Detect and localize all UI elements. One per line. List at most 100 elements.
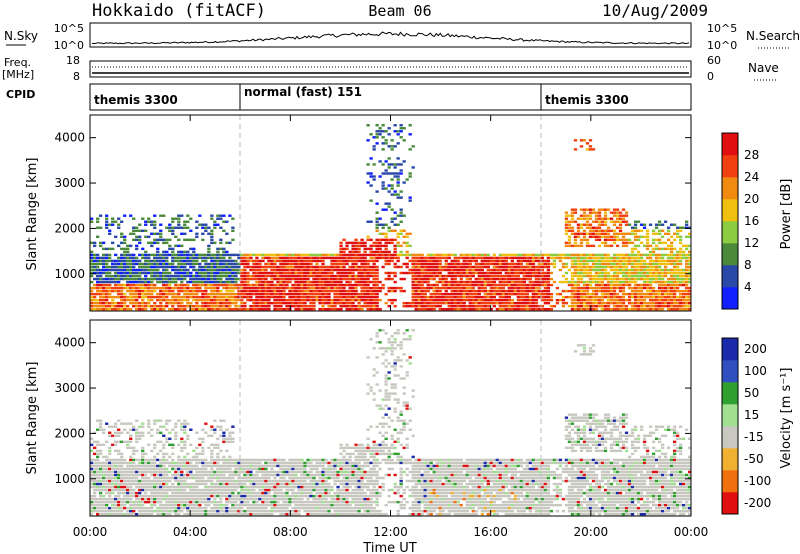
heatmap-cell: [213, 292, 217, 296]
heatmap-cell: [246, 277, 250, 281]
heatmap-cell: [135, 259, 139, 263]
heatmap-cell: [318, 307, 322, 311]
heatmap-cell: [312, 304, 316, 308]
heatmap-cell: [210, 232, 214, 236]
heatmap-cell: [267, 289, 271, 293]
heatmap-cell: [660, 298, 665, 302]
heatmap-cell: [150, 265, 154, 269]
heatmap-cell: [324, 280, 328, 284]
heatmap-cell: [453, 286, 457, 290]
heatmap-cell: [105, 461, 109, 465]
heatmap-cell: [606, 235, 611, 239]
heatmap-cell: [186, 295, 190, 299]
heatmap-cell: [654, 253, 659, 257]
heatmap-cell: [477, 286, 481, 290]
heatmap-cell: [165, 301, 169, 305]
heatmap-cell: [681, 256, 686, 260]
heatmap-cell: [393, 298, 397, 302]
heatmap-cell: [246, 283, 250, 287]
heatmap-cell: [657, 265, 662, 269]
heatmap-cell: [165, 274, 169, 278]
heatmap-cell: [162, 256, 166, 260]
heatmap-cell: [282, 277, 286, 281]
heatmap-cell: [555, 301, 560, 305]
heatmap-cell: [432, 286, 436, 290]
heatmap-cell: [393, 130, 397, 133]
heatmap-cell: [582, 265, 587, 269]
heatmap-cell: [582, 235, 587, 239]
heatmap-cell: [114, 479, 118, 483]
heatmap-cell: [444, 262, 448, 266]
heatmap-cell: [177, 443, 181, 447]
heatmap-cell: [105, 277, 109, 281]
heatmap-cell: [492, 280, 496, 284]
heatmap-cell: [393, 172, 397, 175]
heatmap-cell: [153, 500, 157, 504]
heatmap-cell: [357, 280, 361, 284]
heatmap-cell: [570, 301, 575, 305]
heatmap-cell: [138, 425, 142, 428]
heatmap-cell: [198, 253, 202, 257]
freq-strip: Freq. [MHz] 18 8 60 0 Nave: [2, 54, 779, 83]
heatmap-cell: [678, 250, 683, 254]
heatmap-cell: [150, 223, 154, 226]
heatmap-cell: [165, 241, 169, 245]
heatmap-cell: [612, 283, 617, 287]
heatmap-cell: [363, 274, 367, 278]
heatmap-cell: [688, 274, 692, 278]
heatmap-cell: [351, 289, 355, 293]
heatmap-cell: [153, 214, 157, 217]
heatmap-cell: [234, 265, 238, 269]
heatmap-cell: [147, 262, 151, 266]
heatmap-cell: [114, 458, 118, 462]
heatmap-cell: [291, 304, 295, 308]
heatmap-cell: [399, 265, 403, 269]
heatmap-cell: [372, 304, 376, 308]
heatmap-cell: [612, 262, 617, 266]
heatmap-cell: [183, 503, 187, 507]
heatmap-cell: [606, 295, 611, 299]
heatmap-cell: [336, 268, 340, 272]
heatmap-cell: [507, 277, 511, 281]
heatmap-cell: [546, 262, 551, 266]
heatmap-cell: [171, 229, 175, 232]
heatmap-cell: [195, 253, 199, 257]
heatmap-cell: [591, 289, 596, 293]
heatmap-cell: [621, 307, 626, 311]
heatmap-cell: [237, 292, 241, 296]
heatmap-cell: [99, 500, 103, 504]
heatmap-cell: [153, 419, 157, 422]
heatmap-cell: [600, 208, 605, 211]
heatmap-cell: [381, 187, 385, 190]
heatmap-cell: [618, 214, 623, 217]
heatmap-cell: [177, 488, 181, 492]
heatmap-cell: [276, 292, 280, 296]
heatmap-cell: [162, 268, 166, 272]
heatmap-cell: [474, 268, 478, 272]
heatmap-cell: [657, 292, 662, 296]
heatmap-cell: [150, 244, 154, 248]
heatmap-cell: [231, 259, 235, 263]
heatmap-cell: [162, 214, 166, 217]
heatmap-cell: [588, 145, 593, 148]
heatmap-cell: [378, 253, 382, 257]
heatmap-cell: [117, 286, 121, 290]
heatmap-cell: [108, 259, 112, 263]
heatmap-cell: [327, 301, 331, 305]
heatmap-cell: [300, 307, 304, 311]
heatmap-cell: [381, 265, 385, 269]
heatmap-cell: [462, 298, 466, 302]
heatmap-cell: [273, 277, 277, 281]
heatmap-cell: [195, 259, 199, 263]
heatmap-cell: [135, 277, 139, 281]
heatmap-cell: [381, 208, 385, 211]
heatmap-cell: [153, 283, 157, 287]
heatmap-cell: [588, 277, 593, 281]
heatmap-cell: [615, 226, 620, 229]
heatmap-cell: [630, 226, 635, 229]
heatmap-cell: [582, 304, 587, 308]
heatmap-cell: [357, 274, 361, 278]
cpid-strip: CPID themis 3300 normal (fast) 151 themi…: [6, 83, 692, 111]
heatmap-cell: [582, 238, 587, 242]
heatmap-cell: [597, 268, 602, 272]
